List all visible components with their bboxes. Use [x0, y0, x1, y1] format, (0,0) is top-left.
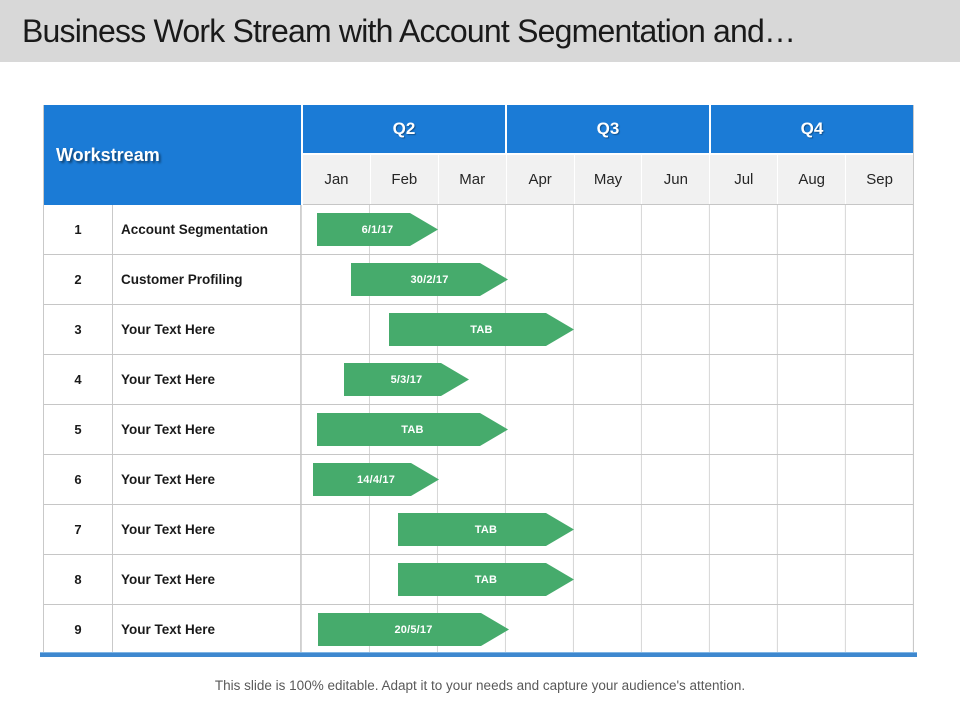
row-label: Your Text Here [113, 505, 301, 554]
gantt-bar: TAB [398, 563, 574, 596]
month-header-may: May [574, 155, 642, 204]
gantt-bar: TAB [317, 413, 508, 446]
gantt-area: TAB [301, 505, 913, 554]
month-header-feb: Feb [370, 155, 438, 204]
table-row: 7 Your Text Here TAB [44, 505, 913, 555]
month-header-jan: Jan [303, 155, 370, 204]
row-number: 5 [44, 405, 113, 454]
month-header-sep: Sep [846, 155, 914, 204]
row-label: Your Text Here [113, 605, 301, 654]
table-header: Workstream Q2 Q3 Q4 Jan Feb Mar Apr May Jun Jul A… [44, 105, 914, 205]
table-row: 4 Your Text Here 5/3/17 [44, 355, 913, 405]
row-label: Your Text Here [113, 305, 301, 354]
table-body: 1 Account Segmentation 6/1/17 2 Customer Pro… [44, 205, 913, 655]
row-number: 1 [44, 205, 113, 254]
month-header-mar: Mar [438, 155, 506, 204]
gantt-area: 14/4/17 [301, 455, 913, 504]
table-row: 8 Your Text Here TAB [44, 555, 913, 605]
workstream-header-cell: Workstream [44, 105, 301, 205]
table-row: 3 Your Text Here TAB [44, 305, 913, 355]
table-row: 9 Your Text Here 20/5/17 [44, 605, 913, 655]
gantt-bar: 6/1/17 [317, 213, 438, 246]
row-label: Your Text Here [113, 355, 301, 404]
gantt-bar: TAB [398, 513, 574, 546]
row-number: 9 [44, 605, 113, 654]
table-row: 6 Your Text Here 14/4/17 [44, 455, 913, 505]
timeline-header: Q2 Q3 Q4 Jan Feb Mar Apr May Jun Jul Aug Sep [301, 105, 914, 205]
gantt-area: TAB [301, 405, 913, 454]
quarter-header-q4: Q4 [711, 105, 913, 153]
row-number: 4 [44, 355, 113, 404]
row-number: 7 [44, 505, 113, 554]
gantt-area: 5/3/17 [301, 355, 913, 404]
gantt-bar: 5/3/17 [344, 363, 469, 396]
gantt-area: 30/2/17 [301, 255, 913, 304]
gantt-area: 6/1/17 [301, 205, 913, 254]
month-header-aug: Aug [778, 155, 846, 204]
row-label: Your Text Here [113, 405, 301, 454]
row-number: 2 [44, 255, 113, 304]
gantt-bar: TAB [389, 313, 574, 346]
gantt-area: TAB [301, 305, 913, 354]
gantt-bar: 20/5/17 [318, 613, 509, 646]
page-title: Business Work Stream with Account Segmen… [22, 13, 796, 49]
month-header-apr: Apr [506, 155, 574, 204]
row-label: Your Text Here [113, 555, 301, 604]
slide-title-band: Business Work Stream with Account Segmen… [0, 0, 960, 62]
gantt-area: 20/5/17 [301, 605, 913, 654]
gantt-bar: 14/4/17 [313, 463, 439, 496]
workstream-header-label: Workstream [56, 144, 160, 165]
gantt-bar: 30/2/17 [351, 263, 508, 296]
row-label: Account Segmentation [113, 205, 301, 254]
workstream-gantt-table: Workstream Q2 Q3 Q4 Jan Feb Mar Apr May Jun Jul A… [43, 105, 914, 655]
row-number: 6 [44, 455, 113, 504]
table-bottom-accent [40, 652, 917, 657]
row-number: 8 [44, 555, 113, 604]
footer-note: This slide is 100% editable. Adapt it to… [214, 678, 746, 693]
gantt-area: TAB [301, 555, 913, 604]
row-label: Your Text Here [113, 455, 301, 504]
table-row: 2 Customer Profiling 30/2/17 [44, 255, 913, 305]
quarter-header-q3: Q3 [507, 105, 709, 153]
table-row: 5 Your Text Here TAB [44, 405, 913, 455]
quarter-row: Q2 Q3 Q4 [303, 105, 913, 153]
quarter-header-q2: Q2 [303, 105, 505, 153]
month-header-jun: Jun [642, 155, 710, 204]
month-header-jul: Jul [710, 155, 778, 204]
table-row: 1 Account Segmentation 6/1/17 [44, 205, 913, 255]
month-row: Jan Feb Mar Apr May Jun Jul Aug Sep [303, 155, 914, 205]
row-number: 3 [44, 305, 113, 354]
row-label: Customer Profiling [113, 255, 301, 304]
